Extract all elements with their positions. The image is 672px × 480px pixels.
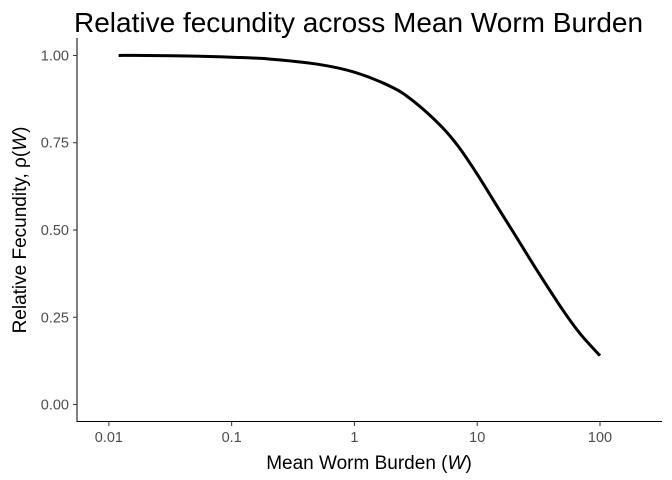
- y-tick-label: 0.50: [41, 223, 69, 239]
- x-axis-title-text: Mean Worm Burden: [266, 453, 441, 474]
- x-tick-label: 0.1: [222, 430, 242, 446]
- y-tick-label: 1.00: [41, 48, 69, 64]
- y-axis-ticks: 0.00 0.25 0.50 0.75 1.00: [41, 48, 77, 414]
- y-tick-label: 0.75: [41, 136, 69, 152]
- x-tick-label: 10: [469, 430, 485, 446]
- series-line: [118, 53, 602, 357]
- y-tick-label: 0.00: [41, 398, 69, 414]
- y-tick-label: 0.25: [41, 310, 69, 326]
- x-axis-title: Mean Worm Burden (W): [266, 453, 472, 474]
- x-axis-ticks: 0.01 0.1 1 10 100: [95, 422, 612, 446]
- x-axis-title-symbol: W: [448, 453, 468, 474]
- y-axis-title-paren-close: ): [10, 127, 31, 133]
- series-group: [118, 53, 602, 357]
- y-axis-title: Relative Fecundity, ρ(W): [10, 127, 31, 334]
- x-tick-label: 0.01: [95, 430, 123, 446]
- y-axis-title-symbol: W: [10, 131, 31, 151]
- y-axis-title-text: Relative Fecundity, ρ: [10, 157, 31, 333]
- chart-title: Relative fecundity across Mean Worm Burd…: [74, 7, 643, 38]
- plot-area: [76, 38, 662, 422]
- x-tick-label: 100: [588, 430, 612, 446]
- x-axis-title-paren-close: ): [465, 453, 471, 474]
- x-axis-title-paren-open: (: [441, 453, 448, 474]
- x-tick-label: 1: [350, 430, 358, 446]
- y-axis-title-paren-open: (: [10, 150, 31, 157]
